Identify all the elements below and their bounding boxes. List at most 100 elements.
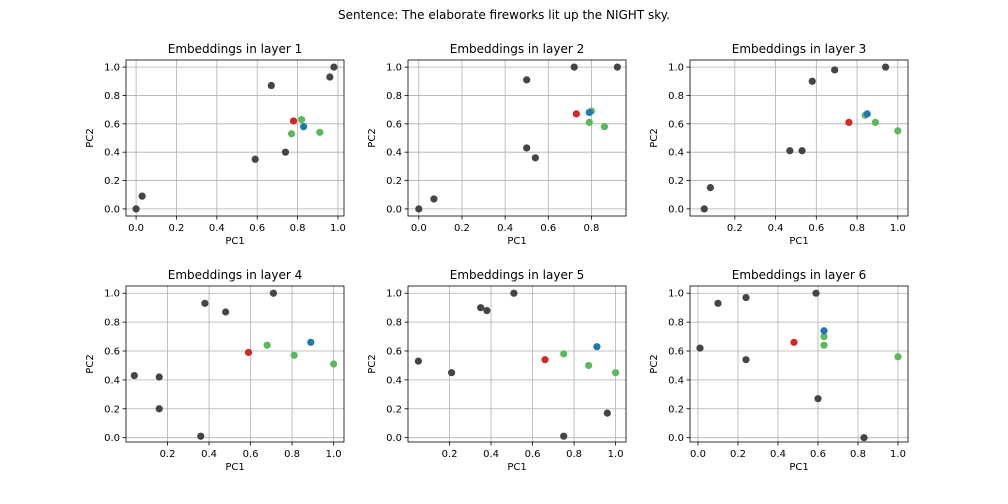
data-point-gray — [415, 205, 423, 213]
data-point-green — [894, 127, 902, 135]
y-tick-label: 0.6 — [668, 347, 684, 358]
data-point-blue — [300, 123, 308, 131]
x-tick-label: 0.2 — [169, 223, 185, 234]
x-axis-label: PC1 — [225, 462, 244, 473]
axes-frame — [689, 285, 909, 443]
data-point-gray — [613, 63, 621, 71]
data-point-blue — [585, 108, 593, 117]
x-tick-label: 0.6 — [810, 449, 826, 460]
x-tick-label: 0.0 — [411, 223, 427, 234]
y-tick-label: 0.4 — [104, 148, 120, 159]
data-point-green — [290, 351, 298, 359]
data-point-gray — [477, 304, 485, 312]
x-tick-label: 0.4 — [497, 223, 513, 234]
y-tick-label: 1.0 — [668, 289, 684, 300]
x-axis-label: PC1 — [789, 236, 808, 247]
x-tick-label: 0.6 — [540, 223, 556, 234]
data-point-gray — [570, 63, 578, 71]
x-axis-label: PC1 — [507, 462, 526, 473]
y-tick-label: 0.8 — [386, 318, 402, 329]
data-point-gray — [831, 66, 839, 74]
y-tick-label: 1.0 — [668, 63, 684, 74]
data-point-gray — [132, 205, 140, 213]
data-point-gray — [531, 154, 539, 162]
subplot-title: Embeddings in layer 6 — [732, 268, 866, 282]
data-point-gray — [523, 144, 531, 152]
subplot-title: Embeddings in layer 4 — [168, 268, 302, 282]
y-tick-label: 0.2 — [386, 176, 402, 187]
x-tick-label: 0.6 — [525, 449, 541, 460]
x-tick-label: 0.4 — [209, 223, 225, 234]
data-point-gray — [696, 344, 704, 352]
data-point-gray — [814, 395, 822, 403]
x-tick-label: 0.2 — [730, 449, 746, 460]
x-tick-label: 0.8 — [566, 449, 582, 460]
y-tick-label: 0.8 — [668, 91, 684, 102]
data-point-gray — [222, 308, 230, 316]
x-tick-label: 0.6 — [243, 449, 259, 460]
y-axis-label: PC2 — [367, 354, 378, 373]
x-tick-label: 0.4 — [483, 449, 499, 460]
subplot-layer-3: 0.2 0.4 0.6 0.8 1.0 0.0 0.2 0.4 0.6 0.8 1.0 Embeddi… — [649, 42, 909, 247]
data-point-green — [612, 369, 620, 377]
data-point-blue — [307, 338, 315, 346]
data-point-gray — [155, 373, 163, 381]
data-point-green — [585, 361, 593, 370]
y-tick-label: 0.6 — [104, 347, 120, 358]
x-tick-label: 0.2 — [160, 449, 176, 460]
data-point-gray — [430, 195, 438, 203]
subplot-layer-2: 0.0 0.2 0.4 0.6 0.8 0.0 0.2 0.4 0.6 0.8 1.0 Embeddi… — [367, 42, 627, 247]
data-point-gray — [714, 299, 722, 307]
x-tick-label: 0.8 — [584, 223, 600, 234]
axes-frame — [689, 59, 909, 217]
y-tick-label: 1.0 — [104, 63, 120, 74]
y-tick-label: 0.8 — [668, 318, 684, 329]
subplot-title: Embeddings in layer 2 — [450, 42, 584, 56]
y-tick-label: 0.0 — [104, 204, 120, 215]
y-tick-label: 0.0 — [386, 433, 402, 444]
data-point-green — [871, 118, 880, 126]
y-tick-label: 0.4 — [386, 375, 402, 386]
data-point-gray — [251, 155, 259, 163]
subplot-layer-4: 0.2 0.4 0.6 0.8 1.0 0.0 0.2 0.4 0.6 0.8 1.0 Embeddi… — [85, 268, 345, 473]
data-point-red — [790, 338, 798, 346]
y-tick-label: 0.4 — [104, 375, 120, 386]
x-axis-label: PC1 — [225, 236, 244, 247]
data-point-gray — [881, 63, 890, 71]
x-tick-label: 1.0 — [326, 449, 342, 460]
data-point-gray — [448, 369, 456, 377]
data-point-green — [894, 353, 902, 361]
x-tick-label: 0.8 — [849, 223, 865, 234]
y-tick-label: 1.0 — [104, 289, 120, 300]
data-point-gray — [267, 81, 275, 90]
y-tick-label: 0.4 — [386, 148, 402, 159]
x-tick-label: 0.2 — [442, 449, 458, 460]
x-tick-label: 0.8 — [290, 223, 306, 234]
data-point-gray — [560, 432, 568, 440]
subplot-layer-6: 0.0 0.2 0.4 0.6 0.8 1.0 0.0 0.2 0.4 0.6 0.8 1.0 Embe… — [649, 268, 909, 473]
x-tick-label: 1.0 — [608, 449, 624, 460]
y-tick-label: 0.6 — [668, 119, 684, 130]
y-tick-label: 0.8 — [104, 318, 120, 329]
y-tick-label: 0.2 — [104, 176, 120, 187]
y-tick-label: 1.0 — [386, 63, 402, 74]
x-tick-label: 0.0 — [690, 449, 706, 460]
data-point-green — [263, 341, 271, 349]
y-tick-label: 0.8 — [104, 91, 120, 102]
x-tick-label: 1.0 — [890, 449, 906, 460]
data-point-green — [820, 332, 828, 341]
x-axis-label: PC1 — [789, 462, 808, 473]
data-point-red — [541, 356, 549, 364]
data-point-gray — [523, 76, 531, 84]
data-point-red — [845, 118, 853, 126]
data-point-gray — [269, 289, 278, 297]
x-tick-label: 0.4 — [768, 223, 784, 234]
y-tick-label: 0.6 — [104, 119, 120, 130]
y-tick-label: 0.4 — [668, 375, 684, 386]
axes-frame — [407, 59, 627, 217]
data-point-gray — [808, 77, 816, 85]
y-tick-label: 0.4 — [668, 148, 684, 159]
y-tick-label: 0.2 — [386, 404, 402, 415]
subplot-title: Embeddings in layer 1 — [168, 42, 302, 56]
